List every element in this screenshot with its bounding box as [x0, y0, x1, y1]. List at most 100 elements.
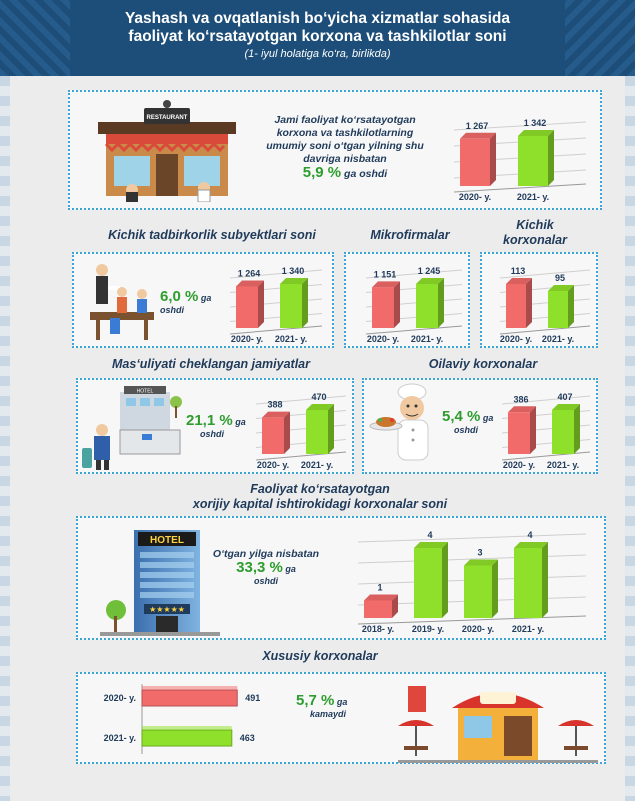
total-note: Jami faoliyat ko‘rsatayotgan korxona va …	[250, 114, 440, 181]
bar-private-0	[141, 689, 238, 707]
bar-foreign-3	[514, 548, 542, 618]
bar-private-1	[141, 729, 233, 747]
category-label: 2020- y.	[503, 460, 535, 470]
bar-small_enterprises-1	[548, 291, 568, 328]
bar-side-family-1	[574, 404, 580, 454]
bar-side-family-0	[530, 406, 536, 454]
family-suffix-2: oshdi	[454, 425, 478, 435]
llc-pct: 21,1 %	[186, 412, 233, 429]
category-label: 2020- y.	[500, 334, 532, 344]
header: Yashash va ovqatlanish bo‘yicha xizmatla…	[0, 0, 635, 76]
small-business-suffix-1: ga	[198, 293, 212, 303]
bar-side-small_enterprises-1	[568, 285, 574, 328]
family-pct: 5,4 %	[442, 408, 481, 425]
category-label: 2020- y.	[231, 334, 263, 344]
total-pct-suffix: ga oshdi	[341, 168, 388, 180]
bar-side-foreign-0	[392, 594, 398, 618]
chef-illustration	[369, 383, 429, 461]
category-label: 2020- y.	[462, 624, 494, 634]
foreign-note-line-1: O‘tgan yilga nisbatan	[212, 548, 320, 560]
axis-line	[501, 451, 591, 461]
gridline	[255, 395, 347, 405]
bar-side-llc-0	[284, 411, 290, 454]
title-line-2: faoliyat ko‘rsatayotgan korxona va tashk…	[128, 28, 507, 45]
bar-top-total-0	[460, 132, 496, 139]
category-label: 2021- y.	[411, 334, 443, 344]
value-label: 3	[477, 548, 482, 558]
small-business-suffix-2: oshdi	[160, 305, 184, 315]
total-note-line-3: umumiy soni o‘tgan yilning shu	[266, 140, 424, 152]
value-label: 1 264	[238, 268, 261, 278]
bar-side-total-1	[548, 130, 554, 186]
svg-text:RESTAURANT: RESTAURANT	[147, 115, 188, 121]
value-label: 1	[377, 583, 382, 593]
bar-top-foreign-0	[364, 594, 398, 601]
bar-side-micro-1	[438, 278, 444, 328]
restaurant-illustration: RESTAURANT	[98, 100, 236, 202]
bar-llc-0	[262, 417, 284, 454]
llc-title: Mas‘uliyati cheklangan jamiyatlar	[112, 357, 310, 371]
svg-text:★★★★★: ★★★★★	[149, 605, 185, 614]
bar-side-foreign-2	[492, 559, 498, 618]
bar-total-0	[460, 138, 490, 186]
total-chart: 1 267 2020- y. 1 342 2021- y.	[453, 118, 587, 202]
bar-side-small_business-1	[302, 278, 308, 328]
private-chart: 2020- y. 491 2021- y. 463	[104, 684, 260, 754]
value-label: 4	[427, 530, 432, 540]
axis-line	[365, 325, 463, 335]
llc-chart: 388 2020- y. 470 2021- y.	[255, 392, 347, 470]
bar-top-private-0	[142, 686, 238, 690]
gridline	[499, 269, 591, 279]
bar-side-llc-1	[328, 404, 334, 454]
bar-top-foreign-1	[414, 542, 448, 548]
bar-top-llc-0	[262, 411, 290, 418]
llc-suffix-2: oshdi	[200, 429, 224, 439]
value-label: 1 340	[282, 266, 305, 276]
value-label: 407	[557, 392, 572, 402]
category-label: 2021- y.	[547, 460, 579, 470]
subtitle: (1- iyul holatiga ko‘ra, birlikda)	[244, 48, 391, 60]
category-label: 2021- y.	[275, 334, 307, 344]
bar-top-micro-1	[416, 278, 444, 284]
bar-top-small_business-1	[280, 278, 308, 284]
bar-foreign-0	[364, 600, 392, 618]
title-line-1: Yashash va ovqatlanish bo‘yicha xizmatla…	[124, 10, 511, 27]
foreign-note: O‘tgan yilga nisbatan 33,3 % ga oshdi	[206, 548, 326, 587]
category-label: 2019- y.	[412, 624, 444, 634]
foreign-pct: 33,3 %	[236, 559, 283, 576]
gridline	[365, 269, 463, 279]
right-ornament	[625, 76, 635, 801]
gridline	[453, 121, 587, 131]
page-title: Yashash va ovqatlanish bo‘yicha xizmatla…	[0, 0, 635, 46]
small-business-pct: 6,0 %	[160, 288, 199, 305]
hotel-lobby-illustration: HOTEL	[82, 386, 182, 470]
bar-llc-1	[306, 410, 328, 454]
small-business-title: Kichik tadbirkorlik subyektlari soni	[108, 228, 316, 242]
foreign-title: Faoliyat ko‘rsatayotgan xorijiy kapital …	[170, 482, 470, 512]
category-label: 2020- y.	[459, 192, 491, 202]
axis-line	[453, 183, 587, 193]
bar-small_enterprises-0	[506, 284, 526, 328]
value-label: 95	[555, 273, 565, 283]
small-enterprises-chart: 113 2020- y. 95 2021- y.	[499, 266, 591, 344]
bar-side-total-0	[490, 132, 496, 186]
value-label: 1 267	[466, 121, 489, 131]
category-label: 2021- y.	[104, 733, 136, 743]
bar-top-family-1	[552, 404, 580, 410]
bar-side-micro-0	[394, 281, 400, 328]
category-label: 2021- y.	[517, 192, 549, 202]
left-ornament	[0, 76, 10, 801]
llc-note: 21,1 % ga oshdi	[186, 412, 256, 440]
family-chart: 386 2020- y. 407 2021- y.	[501, 392, 591, 470]
bar-side-foreign-1	[442, 542, 448, 618]
foreign-title-line-1: Faoliyat ko‘rsatayotgan	[250, 482, 390, 496]
private-note: 5,7 % ga kamaydi	[296, 693, 366, 720]
value-label: 386	[513, 394, 528, 404]
value-label: 491	[245, 693, 260, 703]
axis-line	[255, 451, 347, 461]
value-label: 113	[511, 266, 526, 276]
private-suffix-1: ga	[334, 697, 348, 707]
small-enterprises-title: Kichik korxonalar	[490, 218, 580, 248]
value-label: 1 245	[418, 266, 441, 276]
bar-top-private-1	[142, 726, 232, 730]
